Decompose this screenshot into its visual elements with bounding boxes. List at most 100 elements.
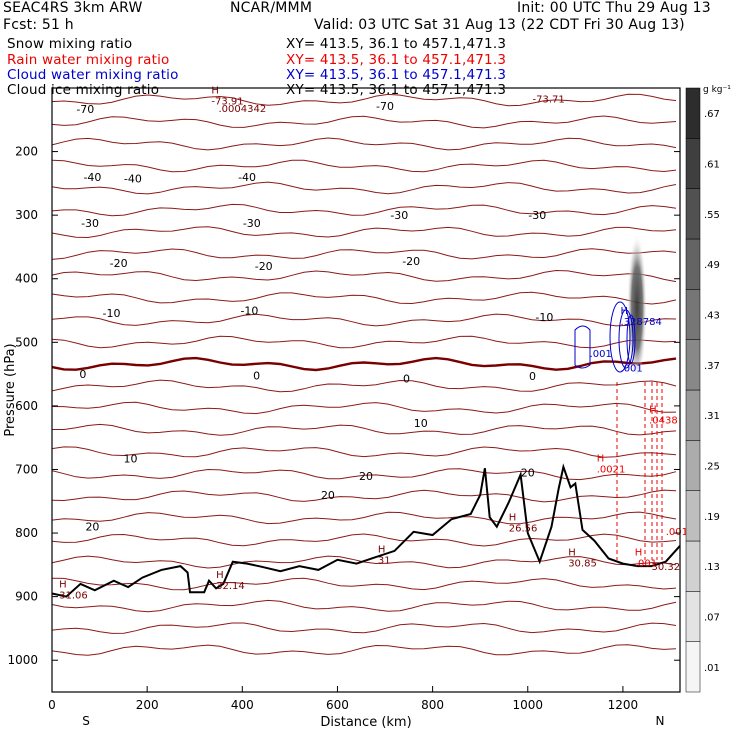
isotherm-label: -20 — [255, 260, 273, 273]
isotherm-label: 0 — [403, 373, 410, 386]
init-time: Init: 00 UTC Thu 29 Aug 13 — [517, 0, 711, 16]
colorbar-swatch — [685, 188, 701, 240]
y-tick-label: 200 — [15, 145, 38, 159]
colorbar-tick-label: .37 — [704, 361, 720, 372]
isotherm-label: -30 — [243, 217, 261, 230]
plot-frame — [51, 87, 681, 693]
legend-cloud-water-label: Cloud water mixing ratio — [7, 67, 179, 83]
isotherm-line — [51, 489, 677, 503]
contour-value-label: -73.71 — [533, 95, 565, 106]
isotherm-line — [51, 379, 677, 393]
colorbar-swatch — [685, 138, 701, 189]
contour-value-label: 31.06 — [59, 590, 88, 601]
isotherm-line — [51, 622, 677, 634]
rain-contours — [616, 382, 663, 560]
isotherm-line — [51, 291, 677, 305]
contour-value-label: 32.14 — [216, 581, 245, 592]
valid-time: Valid: 03 UTC Sat 31 Aug 13 (22 CDT Fri … — [314, 17, 685, 33]
colorbar-swatch — [685, 440, 701, 491]
isotherm-line — [51, 248, 677, 260]
y-tick-label: 600 — [15, 399, 38, 413]
y-tick-label: 1000 — [7, 653, 38, 667]
x-tick-label: 600 — [326, 698, 349, 712]
contour-value-label: -73.91 — [211, 96, 243, 107]
contour-value-label: .0438 — [649, 416, 678, 427]
x-tick-label: 1200 — [608, 698, 639, 712]
isotherm-label: 0 — [79, 368, 86, 381]
colorbar-tick-label: .31 — [704, 411, 720, 422]
isotherm-label: -70 — [76, 103, 94, 116]
isotherm-line — [51, 93, 677, 107]
isotherm-label: 20 — [521, 467, 535, 480]
legend-snow-label: Snow mixing ratio — [7, 36, 133, 52]
contour-value-label: 31 — [378, 555, 391, 566]
high-marker: H — [649, 405, 657, 416]
colorbar-swatch — [685, 591, 701, 642]
legend-cloud-ice-xy: XY= 413.5, 36.1 to 457.1,471.3 — [286, 82, 507, 98]
colorbar-swatch — [685, 238, 701, 290]
high-marker: H — [59, 579, 67, 590]
high-marker: H — [621, 306, 629, 317]
colorbar-tick-label: .07 — [704, 613, 720, 624]
isotherm-label: 20 — [85, 521, 99, 534]
isotherm-line — [51, 356, 677, 372]
isotherm-label: 10 — [414, 417, 428, 430]
isotherm-label: -10 — [240, 305, 258, 318]
isotherm-line — [51, 226, 677, 239]
x-end-label-left: S — [82, 714, 90, 728]
high-marker: H — [568, 548, 576, 559]
colorbar-unit: g kg⁻¹ — [703, 85, 731, 95]
colorbar-swatch — [685, 389, 701, 441]
y-tick-label: 500 — [15, 335, 38, 349]
isotherm-label: -10 — [102, 307, 120, 320]
y-tick-label: 700 — [15, 462, 38, 476]
colorbar-tick-label: .25 — [704, 462, 720, 473]
colorbar-tick-label: .19 — [704, 512, 720, 523]
contour-value-label: .001 — [621, 363, 643, 374]
isotherm-line — [51, 115, 677, 129]
isotherm-line — [51, 137, 677, 151]
x-tick-label: 400 — [231, 698, 254, 712]
x-tick-label: 1000 — [512, 698, 543, 712]
y-tick-label: 900 — [15, 590, 38, 604]
colorbar-tick-label: .55 — [704, 210, 720, 221]
x-end-label-right: N — [656, 714, 665, 728]
legend-cloud-ice-label: Cloud ice mixing ratio — [7, 82, 160, 98]
snow-shading — [627, 225, 647, 375]
isotherm-lines — [51, 93, 677, 656]
x-tick-label: 0 — [48, 698, 56, 712]
colorbar: .01 .07 .13 .19 .25 .31 .37 .43 .49 .55 .61 .67 g kg… — [685, 85, 731, 693]
colorbar-swatch — [685, 641, 701, 693]
legend-snow-xy: XY= 413.5, 36.1 to 457.1,471.3 — [286, 36, 507, 52]
isotherm-line — [51, 446, 677, 458]
cloud-contour — [574, 325, 591, 369]
colorbar-tick-label: .13 — [704, 562, 720, 573]
colorbar-tick-label: .43 — [704, 311, 720, 322]
legend-rain-xy: XY= 413.5, 36.1 to 457.1,471.3 — [286, 52, 507, 68]
high-marker: H — [509, 513, 517, 524]
isotherm-label: -70 — [376, 100, 394, 113]
isotherm-label: 10 — [124, 453, 138, 466]
isotherm-line — [51, 468, 677, 481]
terrain-layer — [51, 463, 681, 598]
isotherm-line — [51, 269, 677, 283]
colorbar-tick-label: .67 — [704, 109, 720, 120]
isotherm-line — [52, 423, 677, 436]
contour-value-label: 30.85 — [568, 559, 597, 570]
cloud-contour — [626, 314, 636, 364]
isotherm-label: -30 — [528, 209, 546, 222]
x-axis-label: Distance (km) — [320, 715, 411, 730]
isotherm-line — [51, 313, 677, 327]
model-title: SEAC4RS 3km ARW — [3, 0, 143, 16]
legend-rain-label: Rain water mixing ratio — [7, 52, 170, 68]
isotherm-label: -30 — [81, 217, 99, 230]
colorbar-tick-label: .01 — [704, 663, 720, 674]
isotherm-label: -10 — [535, 311, 553, 324]
contour-value-label: 30.32 — [651, 562, 680, 573]
cloud-water-contours — [574, 301, 636, 373]
colorbar-tick-label: .61 — [704, 160, 720, 171]
isotherm-line — [51, 577, 677, 591]
isotherm-label: -20 — [402, 255, 420, 268]
contour-value-label: .001 — [590, 349, 612, 360]
